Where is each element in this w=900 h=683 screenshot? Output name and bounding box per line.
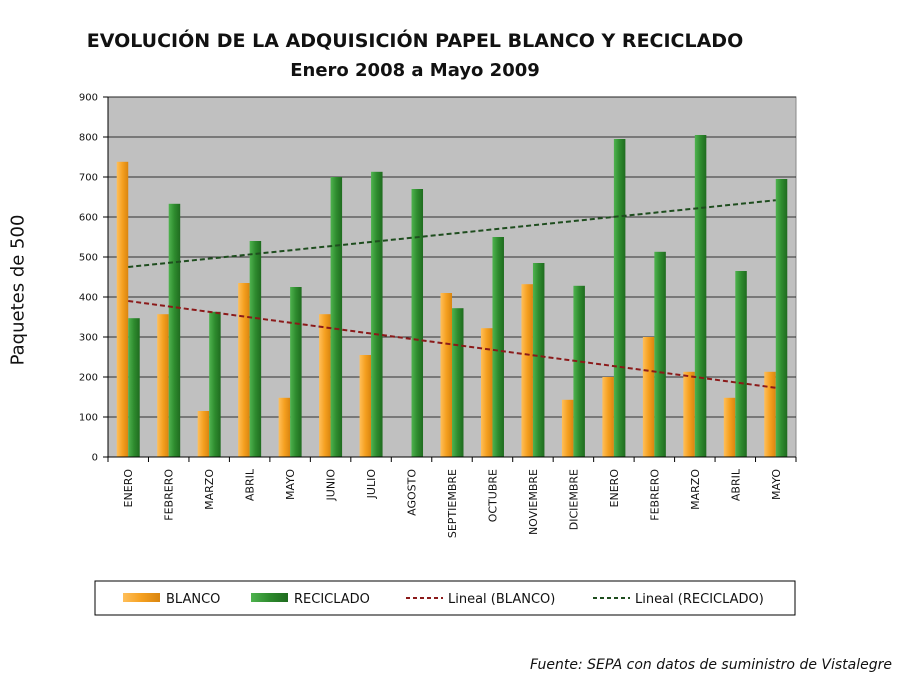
legend: BLANCO RECICLADO Lineal (BLANCO) Lineal (RE… <box>94 580 796 616</box>
bar-blanco-7 <box>359 355 372 457</box>
bar-reciclado-9 <box>452 308 464 457</box>
trendline-blanco <box>128 300 776 389</box>
bar-reciclado-17 <box>775 179 788 457</box>
bar-blanco-15 <box>683 371 695 457</box>
x-tick-label: JULIO <box>365 469 378 500</box>
bars <box>116 135 788 458</box>
x-tick-label: OCTUBRE <box>486 469 499 522</box>
bar-reciclado-8 <box>411 189 424 457</box>
y-tick-label: 900 <box>79 93 98 104</box>
x-tick-label: DICIEMBRE <box>567 469 580 530</box>
bar-blanco-16 <box>723 397 736 457</box>
bar-reciclado-14 <box>654 251 666 457</box>
x-tick-label: ENERO <box>608 469 621 508</box>
trendline-reciclado <box>128 199 776 268</box>
x-tick-label: AGOSTO <box>406 469 419 516</box>
x-tick-label: MARZO <box>689 469 702 510</box>
bar-blanco-1 <box>116 161 129 458</box>
bar-reciclado-2 <box>168 203 181 457</box>
y-tick-label: 600 <box>79 213 98 224</box>
bar-reciclado-12 <box>573 285 585 457</box>
y-tick-label: 800 <box>79 133 98 144</box>
legend-swatch <box>123 593 160 602</box>
bar-reciclado-15 <box>694 135 707 457</box>
bar-blanco-6 <box>319 314 331 457</box>
legend-swatch <box>251 593 288 602</box>
bar-blanco-17 <box>764 371 776 457</box>
x-tick-label: JUNIO <box>325 469 338 502</box>
bar-reciclado-5 <box>290 287 302 457</box>
bar-blanco-4 <box>238 283 250 457</box>
y-tick-label: 400 <box>79 293 98 304</box>
y-tick-label: 300 <box>79 333 98 344</box>
bar-reciclado-13 <box>613 139 626 457</box>
x-tick-label: ABRIL <box>244 468 257 501</box>
y-tick-label: 100 <box>79 413 98 424</box>
x-tick-label: ENERO <box>122 469 135 508</box>
legend-label: Lineal (RECICLADO) <box>635 592 764 607</box>
trendlines <box>128 199 776 389</box>
bar-reciclado-11 <box>532 263 545 457</box>
bar-reciclado-10 <box>492 237 504 457</box>
bar-blanco-10 <box>480 328 493 457</box>
bar-blanco-14 <box>642 337 655 457</box>
x-tick-label: ABRIL <box>729 468 742 501</box>
y-tick-label: 0 <box>92 453 98 464</box>
legend-label: BLANCO <box>166 592 220 607</box>
x-tick-label: NOVIEMBRE <box>527 469 540 535</box>
bar-blanco-13 <box>602 377 614 457</box>
bar-blanco-9 <box>440 293 452 457</box>
x-tick-label: SEPTIEMBRE <box>446 469 459 538</box>
bar-reciclado-1 <box>128 318 140 457</box>
chart-title: EVOLUCIÓN DE LA ADQUISICIÓN PAPEL BLANCO… <box>86 30 744 52</box>
bar-reciclado-3 <box>209 311 221 457</box>
bar-blanco-5 <box>278 397 291 457</box>
bar-blanco-12 <box>561 399 574 457</box>
bar-reciclado-7 <box>371 171 383 458</box>
axes: 0 100 200 300 400 500 600 700 800 900 ENERO FEBRERO… <box>79 93 797 538</box>
y-tick-label: 500 <box>79 253 98 264</box>
legend-box <box>94 580 796 616</box>
bar-blanco-11 <box>521 284 533 457</box>
bar-blanco-3 <box>197 411 210 457</box>
bar-reciclado-16 <box>735 271 747 457</box>
y-tick-label: 200 <box>79 373 98 384</box>
x-tick-label: FEBRERO <box>163 469 176 521</box>
legend-label: RECICLADO <box>294 592 370 607</box>
legend-label: Lineal (BLANCO) <box>448 592 555 607</box>
x-tick-label: MARZO <box>203 469 216 510</box>
x-tick-label: MAYO <box>284 469 297 500</box>
bar-reciclado-6 <box>330 177 343 457</box>
x-tick-label: MAYO <box>770 469 783 500</box>
y-tick-label: 700 <box>79 173 98 184</box>
x-tick-label: FEBRERO <box>648 469 661 521</box>
bar-blanco-2 <box>157 314 169 457</box>
bar-reciclado-4 <box>249 241 262 457</box>
chart-subtitle: Enero 2008 a Mayo 2009 <box>290 60 540 81</box>
source-note: Fuente: SEPA con datos de suministro de … <box>530 657 892 673</box>
